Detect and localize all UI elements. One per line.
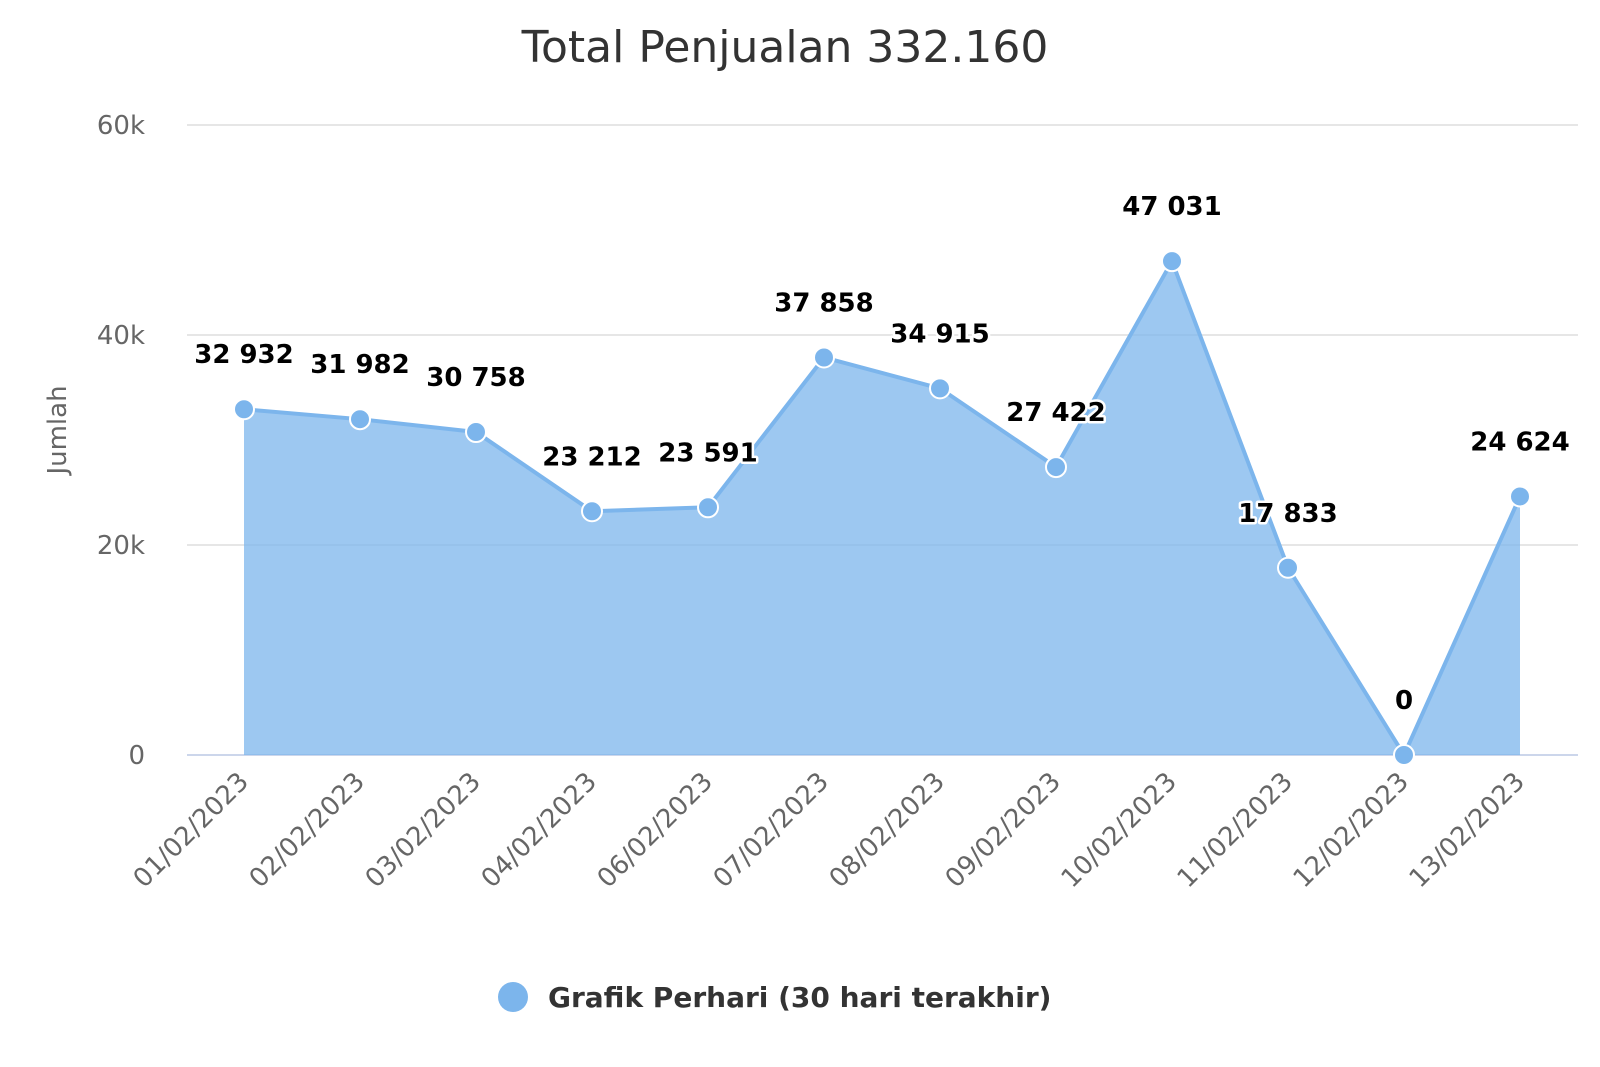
data-label: 32 932: [194, 340, 294, 370]
data-point[interactable]: [1393, 744, 1415, 766]
y-tick-label: 40k: [97, 321, 145, 351]
x-tick-label: 13/02/2023: [1404, 767, 1531, 894]
y-tick-label: 20k: [97, 531, 145, 561]
y-tick-label: 0: [128, 741, 145, 771]
data-label: 34 915: [890, 319, 990, 349]
chart-title: Total Penjualan 332.160: [521, 22, 1049, 73]
series-line: [243, 259, 1522, 757]
x-tick-label: 12/02/2023: [1288, 767, 1415, 894]
x-tick-label: 07/02/2023: [708, 767, 835, 894]
x-tick-label: 08/02/2023: [824, 767, 951, 894]
data-point[interactable]: [233, 398, 255, 421]
data-label: 24 624: [1470, 427, 1570, 457]
data-point[interactable]: [465, 421, 487, 444]
data-point[interactable]: [1277, 556, 1299, 579]
data-labels: 32 932 31 982 30 758 23 212 23 591 37 858 34 9…: [192, 190, 1573, 719]
data-label: 31 982: [310, 350, 410, 380]
data-point[interactable]: [1161, 250, 1183, 273]
x-tick-label: 06/02/2023: [592, 767, 719, 894]
data-label: 23 212: [542, 442, 642, 472]
y-tick-label: 60k: [97, 111, 145, 141]
x-tick-label: 11/02/2023: [1172, 767, 1299, 894]
legend[interactable]: Grafik Perhari (30 hari terakhir): [498, 981, 1051, 1014]
legend-swatch-icon[interactable]: [498, 982, 528, 1012]
data-point[interactable]: [1509, 485, 1531, 508]
data-label: 0: [1395, 686, 1413, 716]
data-point[interactable]: [697, 496, 719, 519]
data-label: 27 422: [1006, 398, 1106, 428]
area-fill: [244, 261, 1520, 755]
x-axis-ticks: 01/02/202302/02/202303/02/202304/02/2023…: [128, 767, 1531, 894]
data-label: 37 858: [774, 288, 874, 318]
data-point[interactable]: [349, 408, 371, 431]
data-point[interactable]: [581, 500, 603, 523]
series-area: [243, 259, 1522, 757]
data-label: 30 758: [426, 363, 526, 393]
series-points: [233, 250, 1531, 766]
data-label: 47 031: [1122, 192, 1222, 222]
data-point[interactable]: [1045, 456, 1067, 479]
data-label: 17 833: [1238, 499, 1338, 529]
data-point[interactable]: [813, 346, 835, 369]
x-tick-label: 10/02/2023: [1056, 767, 1183, 894]
x-tick-label: 01/02/2023: [128, 767, 255, 894]
y-axis-label: Jumlah: [43, 385, 73, 476]
legend-label[interactable]: Grafik Perhari (30 hari terakhir): [548, 981, 1051, 1014]
x-tick-label: 02/02/2023: [244, 767, 371, 894]
x-tick-label: 03/02/2023: [360, 767, 487, 894]
x-tick-label: 09/02/2023: [940, 767, 1067, 894]
y-axis-ticks: 0 20k 40k 60k: [97, 111, 145, 771]
x-tick-label: 04/02/2023: [476, 767, 603, 894]
data-label: 23 591: [658, 438, 758, 468]
data-point[interactable]: [929, 377, 951, 400]
